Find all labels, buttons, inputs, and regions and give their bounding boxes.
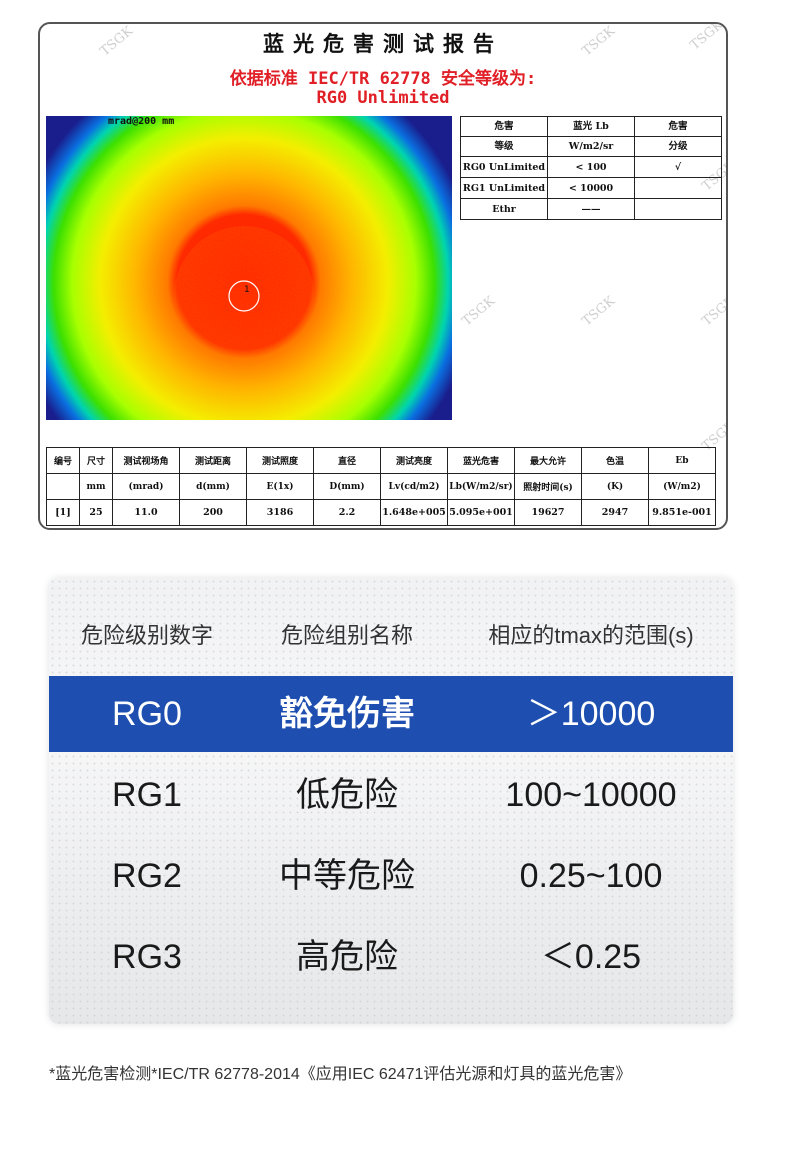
test-report-card: TSGK TSGK TSGK TSGK TSGK TSGK TSGK TSGK … <box>38 22 728 530</box>
data-header-cell: 编号 <box>46 447 80 474</box>
aperture-marker: 1 <box>244 285 250 295</box>
watermark: TSGK <box>699 293 728 330</box>
header-level-number: 危险级别数字 <box>80 623 213 648</box>
measurement-table: 编号 尺寸 测试视场角 测试距离 测试照度 直径 测试亮度 蓝光危害 最大允许 … <box>46 447 716 526</box>
data-header-cell: D(mm) <box>313 473 381 500</box>
data-header-cell: Lv(cd/m2) <box>380 473 448 500</box>
data-header-cell: d(mm) <box>179 473 247 500</box>
risk-group-name: 高危险 <box>296 938 398 976</box>
data-header-cell: 尺寸 <box>79 447 113 474</box>
hazard-header-cell: W/m2/sr <box>547 136 635 157</box>
hazard-row: RG0 UnLimited < 100 √ <box>460 156 722 178</box>
data-header-cell: (K) <box>581 473 649 500</box>
data-cell: 25 <box>79 499 113 526</box>
data-header-cell: (mrad) <box>112 473 180 500</box>
risk-row-rg3: RG3 高危险 ＜0.25 <box>49 919 733 995</box>
data-header-cell: 测试距离 <box>179 447 247 474</box>
data-cell: [1] <box>46 499 80 526</box>
hazard-header-cell: 危害 <box>460 116 548 137</box>
data-header-cell: Lb(W/m2/sr) <box>447 473 515 500</box>
data-header-cell: mm <box>79 473 113 500</box>
hazard-cell <box>634 198 722 220</box>
tmax-range: 100~10000 <box>505 776 677 814</box>
data-cell: 200 <box>179 499 247 526</box>
hazard-row: Ethr —— <box>460 198 722 220</box>
header-tmax-range: 相应的tmax的范围(s) <box>488 623 694 648</box>
hazard-cell <box>634 177 722 199</box>
data-cell: 9.851e-001 <box>648 499 716 526</box>
watermark: TSGK <box>579 293 619 330</box>
luminance-heatmap: 1 mrad@200 mm <box>46 116 452 420</box>
risk-level: RG2 <box>112 857 182 895</box>
data-header-cell: 最大允许 <box>514 447 582 474</box>
hazard-cell: —— <box>547 198 635 220</box>
standard-footnote: *蓝光危害检测*IEC/TR 62778-2014《应用IEC 62471评估光… <box>49 1066 632 1083</box>
data-header-cell: 直径 <box>313 447 381 474</box>
hazard-cell: Ethr <box>460 198 548 220</box>
hazard-header-cell: 分级 <box>634 136 722 157</box>
risk-table-header: 危险级别数字 危险组别名称 相应的tmax的范围(s) <box>49 598 733 674</box>
heatmap-graphic: 1 <box>46 116 452 420</box>
data-cell: 1.648e+005 <box>380 499 448 526</box>
tmax-range: ＞10000 <box>526 695 656 733</box>
risk-level: RG0 <box>112 695 182 733</box>
hazard-cell: < 100 <box>547 156 635 178</box>
risk-group-panel: 危险级别数字 危险组别名称 相应的tmax的范围(s) RG0 豁免伤害 ＞10… <box>49 578 733 1024</box>
hazard-row: RG1 UnLimited < 10000 <box>460 177 722 199</box>
data-header-cell: (W/m2) <box>648 473 716 500</box>
risk-level: RG1 <box>112 776 182 814</box>
hazard-cell: √ <box>634 156 722 178</box>
risk-row-rg1: RG1 低危险 100~10000 <box>49 757 733 833</box>
table-row: [1] 25 11.0 200 3186 2.2 1.648e+005 5.09… <box>46 499 716 526</box>
report-title: 蓝光危害测试报告 <box>263 31 503 56</box>
standard-line: 依据标准 IEC/TR 62778 安全等级为: <box>229 69 537 89</box>
hazard-cell: < 10000 <box>547 177 635 199</box>
hazard-header-cell: 等级 <box>460 136 548 157</box>
hazard-cell: RG1 UnLimited <box>460 177 548 199</box>
risk-level: RG3 <box>112 938 182 976</box>
data-cell: 19627 <box>514 499 582 526</box>
risk-row-rg2: RG2 中等危险 0.25~100 <box>49 838 733 914</box>
hazard-grade-table: 危害 蓝光 Lb 危害 等级 W/m2/sr 分级 RG0 UnLimited … <box>460 116 722 220</box>
data-header-cell: 测试亮度 <box>380 447 448 474</box>
data-header-cell: 照射时间(s) <box>514 473 582 500</box>
data-header-cell: 色温 <box>581 447 649 474</box>
header-group-name: 危险组别名称 <box>280 623 413 648</box>
hazard-cell: RG0 UnLimited <box>460 156 548 178</box>
hazard-header-cell: 蓝光 Lb <box>547 116 635 137</box>
heatmap-label: mrad@200 mm <box>108 116 175 127</box>
risk-group-name: 中等危险 <box>279 857 415 895</box>
data-header-cell: Eb <box>648 447 716 474</box>
data-cell: 2.2 <box>313 499 381 526</box>
data-cell: 5.095e+001 <box>447 499 515 526</box>
data-cell: 2947 <box>581 499 649 526</box>
tmax-range: 0.25~100 <box>519 857 663 895</box>
data-cell: 11.0 <box>112 499 180 526</box>
risk-group-name: 低危险 <box>296 776 398 814</box>
data-header-cell: 测试照度 <box>246 447 314 474</box>
data-header-cell: 测试视场角 <box>112 447 180 474</box>
data-header-cell <box>46 473 80 500</box>
result-line: RG0 Unlimited <box>316 88 450 108</box>
hazard-header-cell: 危害 <box>634 116 722 137</box>
tmax-range: ＜0.25 <box>540 938 642 976</box>
data-cell: 3186 <box>246 499 314 526</box>
risk-group-name: 豁免伤害 <box>279 695 415 733</box>
data-header-cell: 蓝光危害 <box>447 447 515 474</box>
measurement-aperture <box>228 280 260 312</box>
data-header-cell: E(1x) <box>246 473 314 500</box>
watermark: TSGK <box>459 293 499 330</box>
risk-row-rg0: RG0 豁免伤害 ＞10000 <box>49 676 733 752</box>
